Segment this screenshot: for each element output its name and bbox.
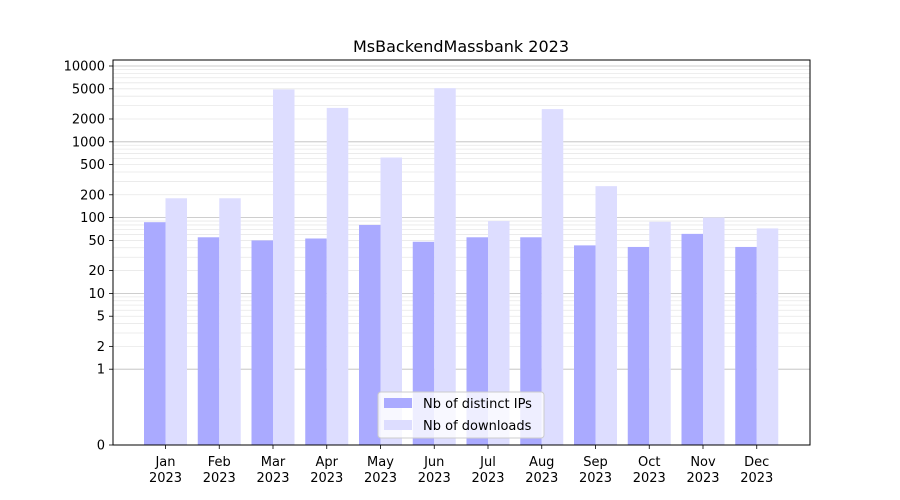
x-tick-year: 2023 bbox=[740, 471, 773, 486]
x-tick-month: Apr bbox=[316, 455, 339, 470]
x-tick-month: Jul bbox=[479, 455, 496, 470]
bar-downloads bbox=[326, 107, 349, 446]
bar-downloads bbox=[649, 221, 671, 445]
y-tick-label: 100 bbox=[80, 211, 105, 226]
bar-distinct-ips bbox=[144, 222, 166, 445]
bar-downloads bbox=[380, 157, 402, 446]
bar-downloads bbox=[595, 186, 617, 446]
bar-downloads bbox=[756, 228, 779, 445]
y-tick-label: 5000 bbox=[72, 82, 105, 97]
bar-distinct-ips bbox=[627, 246, 650, 445]
chart-title: MsBackendMassbank 2023 bbox=[353, 37, 569, 56]
bar-downloads bbox=[273, 89, 295, 445]
x-tick-month: Sep bbox=[583, 455, 608, 470]
x-tick-month: Aug bbox=[529, 455, 554, 470]
axes bbox=[112, 59, 811, 446]
y-tick-label: 1 bbox=[97, 363, 105, 378]
x-tick-year: 2023 bbox=[418, 471, 451, 486]
y-tick-label: 500 bbox=[80, 158, 105, 173]
x-tick-year: 2023 bbox=[364, 471, 397, 486]
x-tick-month: Mar bbox=[261, 455, 286, 470]
x-tick-year: 2023 bbox=[256, 471, 289, 486]
y-tick-label: 200 bbox=[80, 188, 105, 203]
bar-distinct-ips bbox=[251, 240, 273, 445]
y-tick-label: 5 bbox=[97, 310, 105, 325]
legend-box bbox=[377, 391, 545, 439]
x-axis-ticks: Jan2023Feb2023Mar2023Apr2023May2023Jun20… bbox=[149, 445, 773, 486]
x-tick-year: 2023 bbox=[203, 471, 236, 486]
bar-distinct-ips bbox=[305, 238, 327, 445]
y-tick-label: 2000 bbox=[72, 112, 105, 127]
y-tick-label: 10000 bbox=[64, 60, 105, 75]
x-tick-year: 2023 bbox=[310, 471, 343, 486]
bar-downloads bbox=[165, 198, 187, 445]
y-tick-label: 0 bbox=[97, 439, 105, 454]
x-tick-year: 2023 bbox=[471, 471, 504, 486]
x-tick-month: Jan bbox=[154, 455, 175, 470]
bar-downloads bbox=[219, 198, 241, 445]
x-tick-month: May bbox=[367, 455, 394, 470]
legend-label: Nb of distinct IPs bbox=[423, 397, 532, 412]
x-tick-year: 2023 bbox=[149, 471, 182, 486]
bar-distinct-ips bbox=[735, 246, 757, 445]
bar-distinct-ips bbox=[681, 233, 703, 445]
x-tick-month: Jun bbox=[423, 455, 444, 470]
y-tick-label: 20 bbox=[88, 264, 105, 279]
x-tick-year: 2023 bbox=[579, 471, 612, 486]
x-tick-year: 2023 bbox=[633, 471, 666, 486]
y-axis-ticks: 0 1 2 5 10 20 50 100 200 500 1000 2000 5000 10000 bbox=[64, 60, 113, 454]
y-tick-label: 2 bbox=[97, 340, 105, 355]
legend-label: Nb of downloads bbox=[423, 419, 532, 434]
bar-downloads bbox=[703, 217, 725, 445]
bar-downloads bbox=[541, 109, 564, 446]
x-tick-year: 2023 bbox=[525, 471, 558, 486]
y-tick-label: 10 bbox=[88, 287, 105, 302]
x-tick-month: Dec bbox=[744, 455, 769, 470]
bar-downloads bbox=[488, 221, 510, 445]
bar-distinct-ips bbox=[359, 224, 381, 445]
bar-downloads bbox=[434, 88, 456, 446]
x-tick-month: Nov bbox=[690, 455, 716, 470]
x-tick-month: Feb bbox=[208, 455, 231, 470]
bar-distinct-ips bbox=[197, 237, 220, 445]
legend: Nb of distinct IPs Nb of downloads bbox=[377, 391, 545, 439]
plot-frame bbox=[112, 59, 811, 446]
x-tick-month: Oct bbox=[638, 455, 660, 470]
legend-swatch bbox=[384, 398, 412, 408]
y-tick-label: 1000 bbox=[72, 135, 105, 150]
y-tick-label: 50 bbox=[88, 234, 105, 249]
bar-distinct-ips bbox=[574, 245, 596, 445]
legend-swatch bbox=[384, 420, 412, 430]
x-tick-year: 2023 bbox=[686, 471, 719, 486]
